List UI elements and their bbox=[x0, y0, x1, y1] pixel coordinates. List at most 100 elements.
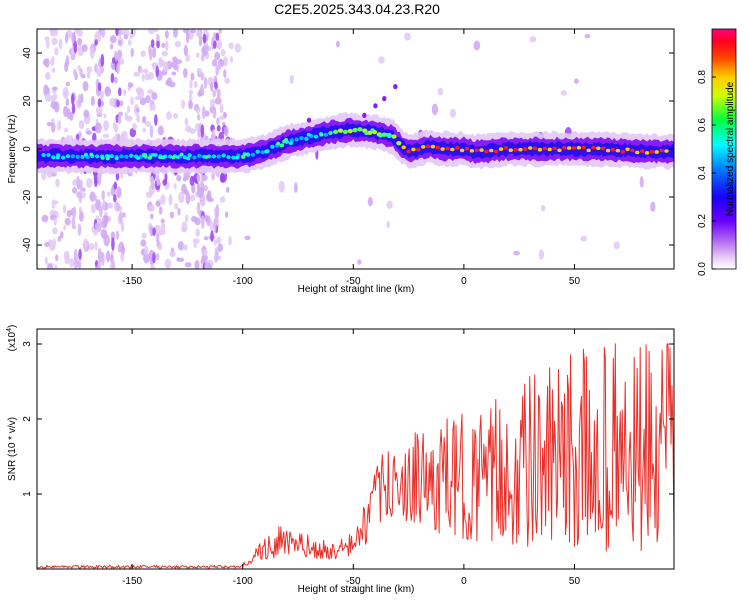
spectrogram-streak bbox=[99, 205, 103, 218]
colorbar-label: Normalized spectral amplitude bbox=[725, 81, 736, 216]
spectrogram-streak bbox=[74, 257, 78, 269]
spectrogram-noise-speck bbox=[223, 69, 227, 78]
snr-multiplier-label: (x104) bbox=[6, 325, 18, 352]
spectrogram-highlight bbox=[264, 149, 269, 154]
spectrogram-noise-speck bbox=[161, 50, 169, 57]
spectrogram-noise-speck bbox=[113, 76, 118, 84]
snr-line-layer bbox=[37, 343, 674, 569]
spectrogram-noise-speck bbox=[109, 43, 114, 50]
spectrogram-streak bbox=[119, 211, 123, 224]
spectrogram-core-blob bbox=[367, 130, 373, 136]
spectrogram-noise-speck bbox=[404, 32, 411, 41]
spectrogram-streak bbox=[150, 39, 155, 48]
spectrogram-noise-speck bbox=[89, 47, 95, 59]
spectrogram-core-blob bbox=[503, 146, 509, 150]
spectrogram-noise-speck bbox=[102, 133, 110, 138]
spectrogram-core-blob bbox=[411, 147, 416, 152]
spectrogram-noise-speck bbox=[204, 214, 209, 222]
spectrogram-noise-speck bbox=[151, 92, 158, 101]
spectrogram-band-inner bbox=[37, 122, 674, 165]
spectrogram-highlight bbox=[328, 131, 333, 135]
spectrogram-noise-speck bbox=[63, 225, 67, 231]
spectrogram-noise-speck bbox=[127, 82, 134, 88]
spectrogram-noise-speck bbox=[83, 109, 90, 118]
spectrogram-noise-speck bbox=[55, 254, 59, 262]
spectrogram-noise-speck bbox=[43, 84, 49, 97]
spectrogram-noise-speck bbox=[189, 194, 196, 202]
spectrogram-streak bbox=[155, 233, 160, 244]
spectrogram-noise-speck bbox=[46, 121, 53, 127]
spectrogram-highlight bbox=[179, 152, 184, 157]
spectrogram-noise-speck bbox=[219, 173, 225, 183]
spectrogram-noise-speck bbox=[195, 106, 201, 115]
snr-x-tick-label: -50 bbox=[346, 576, 361, 587]
spectrogram-noise-speck bbox=[145, 121, 151, 127]
spectrogram-core-blob bbox=[484, 149, 489, 154]
spectrogram-core-blob bbox=[435, 145, 440, 150]
spectrogram-noise-speck bbox=[214, 97, 222, 105]
spectrogram-highlight bbox=[158, 155, 163, 160]
spectrogram-noise-speck bbox=[229, 55, 234, 63]
spectrogram-noise-speck bbox=[216, 124, 221, 132]
spectrogram-highlight bbox=[143, 153, 148, 157]
spectrogram-streak bbox=[72, 206, 77, 219]
spectrogram-noise-speck bbox=[120, 29, 126, 36]
spectrogram-streak bbox=[71, 32, 75, 45]
spectrogram-noise-speck bbox=[81, 187, 86, 192]
spectrogram-noise-speck bbox=[613, 241, 620, 250]
spectrogram-x-axis: -150 -100 -50 0 50 bbox=[122, 29, 580, 287]
snr-x-tick-label: 0 bbox=[461, 576, 467, 587]
spectrogram-noise-speck bbox=[183, 189, 189, 196]
spectrogram-noise-speck bbox=[145, 95, 151, 104]
spectrogram-noise-speck bbox=[107, 202, 114, 209]
spectrogram-noise-speck bbox=[220, 48, 226, 57]
spectrogram-core-blob bbox=[493, 149, 499, 154]
spectrogram-noise-speck bbox=[164, 30, 169, 39]
spectrogram-highlight bbox=[370, 128, 375, 132]
spectrogram-noise-speck bbox=[105, 250, 111, 263]
spectrogram-core-blob bbox=[260, 150, 265, 155]
spectrogram-noise-speck bbox=[225, 186, 230, 193]
spectrogram-streak bbox=[113, 181, 118, 190]
spectrogram-core-blob bbox=[552, 146, 557, 151]
spectrogram-y-tick-label: 0 bbox=[22, 146, 33, 152]
spectrogram-core-blob bbox=[591, 145, 596, 150]
spectrogram-noise-speck bbox=[335, 40, 340, 48]
spectrogram-streak bbox=[70, 93, 75, 106]
spectrogram-core-blob bbox=[513, 148, 518, 152]
spectrogram-streak bbox=[116, 202, 120, 212]
spectrogram-noise-speck bbox=[185, 192, 191, 205]
spectrogram-highlight bbox=[55, 155, 60, 160]
spectrogram-streak bbox=[73, 68, 77, 76]
spectrogram-noise-speck bbox=[178, 191, 185, 204]
spectrogram-core-blob bbox=[337, 128, 344, 133]
spectrogram-highlight bbox=[306, 132, 311, 137]
spectrogram-noise-speck bbox=[104, 86, 110, 94]
spectrogram-streak bbox=[116, 62, 120, 75]
spectrogram-core-blob bbox=[547, 147, 552, 152]
snr-x-label: Height of straight line (km) bbox=[298, 584, 415, 595]
spectrogram-noise-speck bbox=[210, 82, 214, 92]
snr-y-axis: 1 2 3 bbox=[22, 341, 674, 497]
spectrogram-highlight bbox=[276, 141, 281, 146]
spectrogram-core-blob bbox=[347, 128, 353, 134]
figure-title: C2E5.2025.343.04.23.R20 bbox=[274, 1, 440, 17]
spectrogram-noise-speck bbox=[126, 115, 133, 122]
spectrogram-noise-speck bbox=[573, 78, 579, 84]
spectrogram-noise-speck bbox=[195, 29, 202, 38]
spectrogram-streak bbox=[204, 185, 208, 192]
spectrogram-noise-speck bbox=[190, 29, 197, 34]
spectrogram-noise-speck bbox=[165, 80, 169, 86]
colorbar-tick-label: 0.2 bbox=[697, 214, 708, 228]
spectrogram-highlight bbox=[161, 155, 166, 160]
spectrogram-core-blob bbox=[391, 134, 397, 139]
spectrogram-core-blob bbox=[216, 154, 222, 159]
snr-x-tick-label: -100 bbox=[233, 576, 253, 587]
spectrogram-noise-speck bbox=[214, 51, 221, 61]
spectrogram-core-blob bbox=[523, 147, 528, 151]
spectrogram-noise-speck bbox=[152, 103, 156, 112]
spectrogram-noise-speck bbox=[130, 96, 134, 106]
spectrogram-x-tick-label: -50 bbox=[346, 276, 361, 287]
spectrogram-noise-speck bbox=[139, 68, 144, 74]
spectrogram-streak bbox=[117, 243, 122, 253]
